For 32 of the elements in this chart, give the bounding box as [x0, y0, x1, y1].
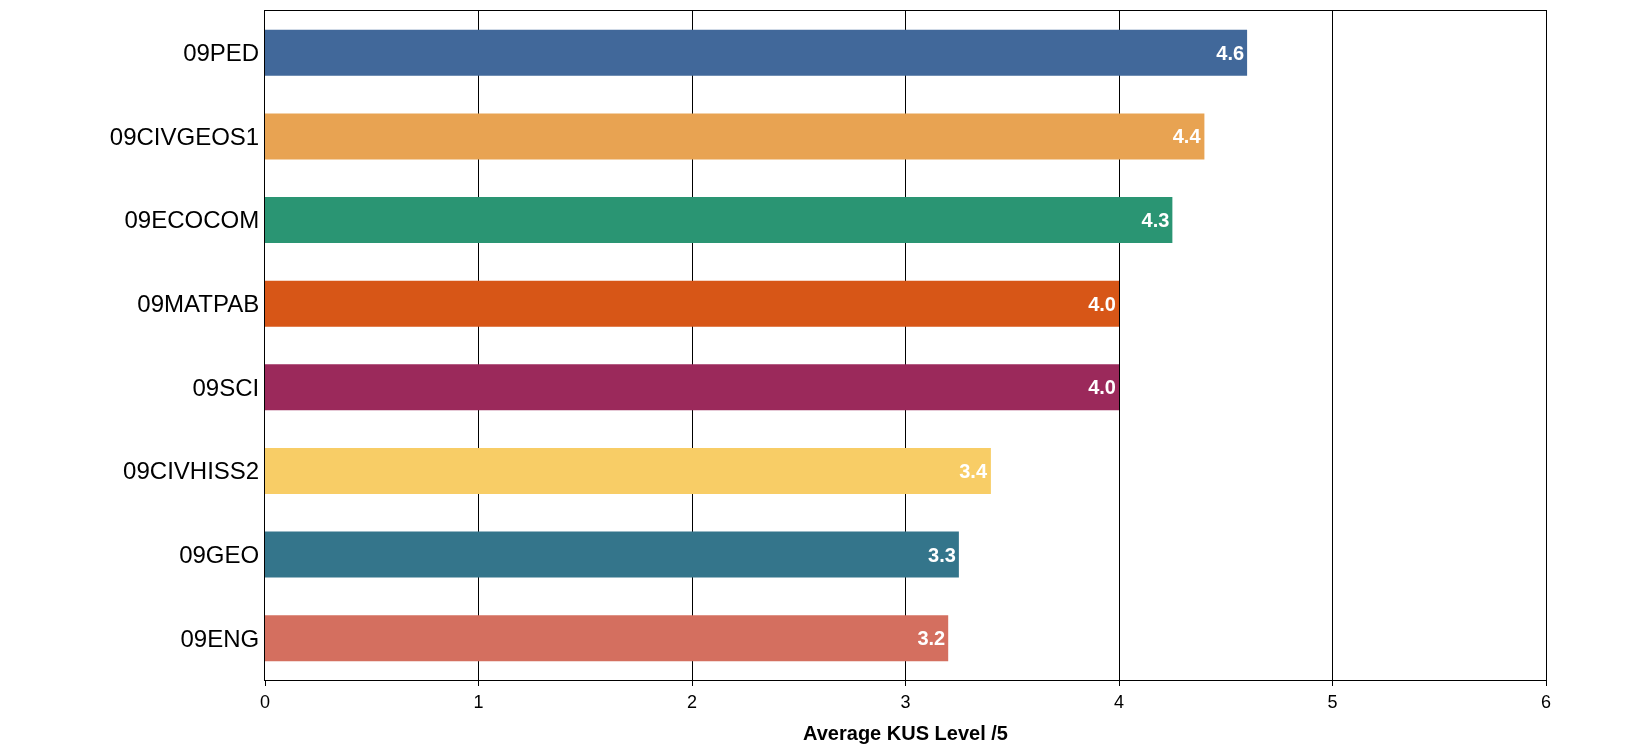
bar — [265, 29, 1248, 76]
y-tick-label: 09ECOCOM — [124, 206, 260, 234]
data-label: 3.4 — [959, 459, 988, 482]
y-tick-label: 09SCI — [192, 373, 260, 401]
x-tick-label: 5 — [1327, 691, 1338, 712]
bar — [265, 615, 949, 662]
x-axis-title: Average KUS Level /5 — [803, 722, 1008, 745]
x-tick-label: 3 — [900, 691, 911, 712]
data-label: 4.4 — [1172, 125, 1202, 148]
y-tick-label: 09ENG — [180, 624, 260, 652]
y-tick-label: 09PED — [183, 39, 260, 67]
bar — [265, 197, 1173, 244]
data-label: 4.3 — [1141, 209, 1170, 232]
x-tick-label: 1 — [473, 691, 484, 712]
data-label: 3.3 — [928, 543, 956, 566]
x-tick-label: 6 — [1540, 691, 1552, 712]
x-tick-label: 2 — [686, 691, 698, 712]
x-tick-label: 0 — [259, 691, 271, 712]
bar — [265, 364, 1119, 411]
bar — [265, 531, 959, 578]
bar — [265, 113, 1205, 160]
y-tick-label: 09CIVHISS2 — [123, 457, 260, 485]
y-tick-label: 09GEO — [179, 540, 260, 568]
y-tick-label: 09CIVGEOS1 — [109, 122, 260, 150]
data-label: 4.6 — [1216, 41, 1245, 64]
y-tick-label: 09MATPAB — [137, 290, 260, 318]
x-tick-label: 4 — [1113, 691, 1125, 712]
data-label: 4.0 — [1088, 292, 1116, 315]
data-label: 4.0 — [1088, 376, 1116, 399]
data-label: 3.2 — [917, 627, 946, 650]
bar — [265, 280, 1119, 327]
bar — [265, 447, 991, 494]
